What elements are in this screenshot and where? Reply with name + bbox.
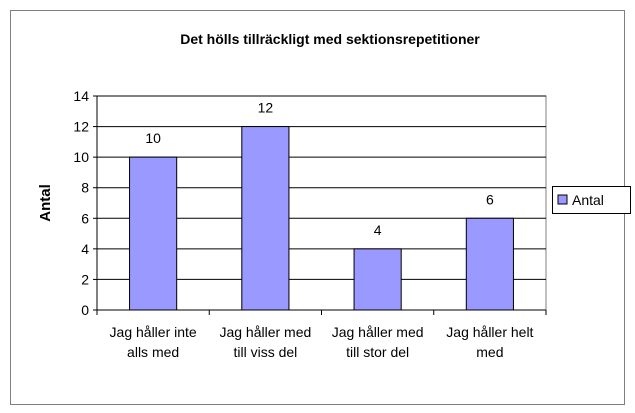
- bar: [465, 217, 514, 311]
- y-tick-label: 4: [81, 241, 89, 257]
- bar: [353, 248, 402, 311]
- y-tick-label: 10: [73, 149, 89, 165]
- x-tick-label: Jag håller helt med: [446, 324, 533, 360]
- legend-swatch: [557, 194, 568, 205]
- y-axis-label: Antal: [37, 184, 54, 222]
- y-tick-label: 8: [81, 180, 89, 196]
- x-tick-label: Jag håller inte alls med: [110, 324, 197, 360]
- data-label: 6: [486, 191, 494, 207]
- legend-label: Antal: [572, 192, 604, 208]
- data-label: 12: [258, 100, 274, 116]
- data-label: 4: [374, 222, 382, 238]
- bar: [129, 156, 178, 311]
- data-label: 10: [145, 130, 161, 146]
- chart-title: Det hölls tillräckligt med sektionsrepet…: [180, 31, 480, 47]
- y-tick-label: 12: [73, 119, 89, 135]
- bar: [241, 126, 290, 311]
- x-tick-label: Jag håller med till viss del: [219, 324, 311, 360]
- y-tick-label: 0: [81, 302, 89, 318]
- x-tick-label: Jag håller med till stor del: [332, 324, 424, 360]
- y-tick-label: 2: [81, 271, 89, 287]
- y-tick-label: 14: [73, 88, 89, 104]
- y-tick-label: 6: [81, 210, 89, 226]
